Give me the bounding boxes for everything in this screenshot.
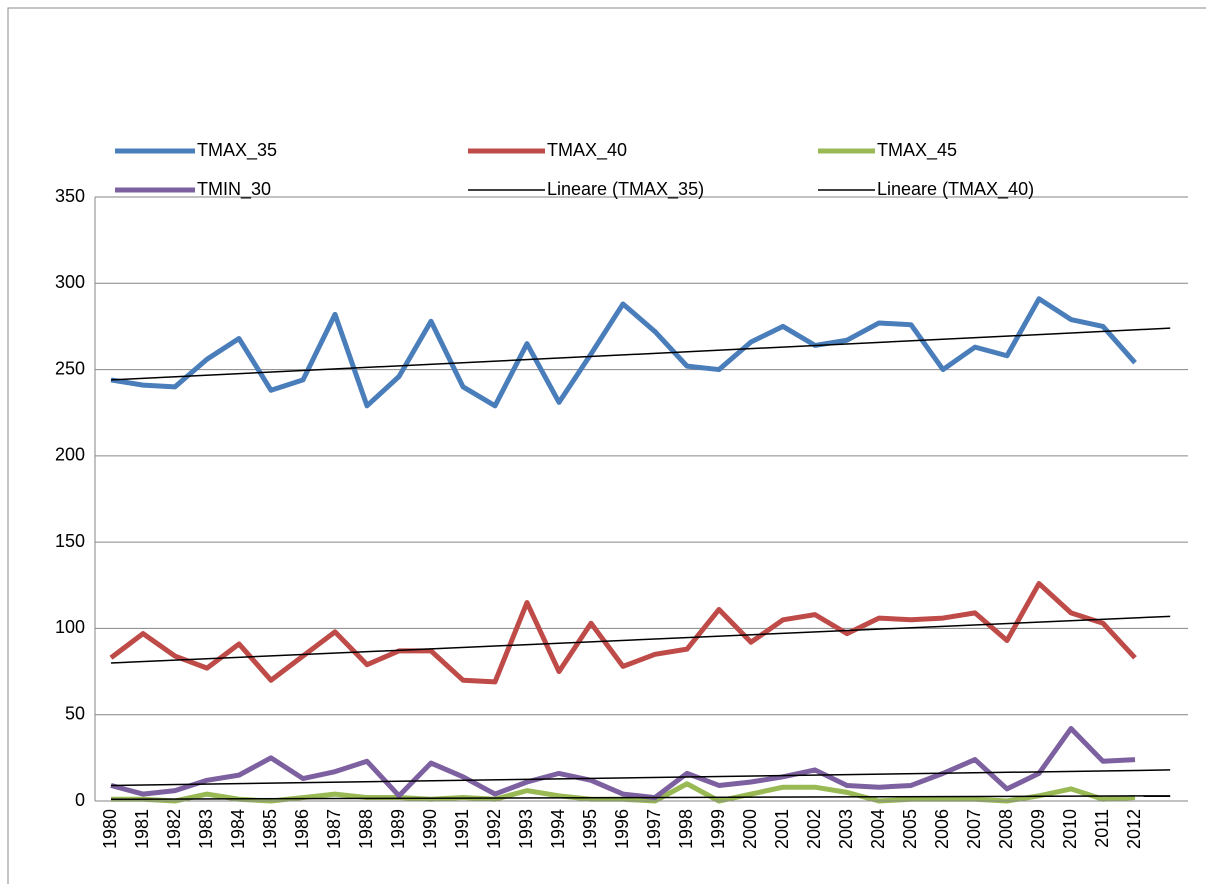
y-tick-label: 0: [75, 790, 85, 810]
x-tick-label: 1999: [708, 809, 728, 849]
legend-label: TMIN_30: [197, 179, 271, 200]
legend-label: TMAX_40: [547, 140, 627, 161]
x-tick-label: 1984: [228, 809, 248, 849]
x-tick-label: 1990: [420, 809, 440, 849]
data-line: [111, 781, 1136, 804]
x-tick-label: 2003: [836, 809, 856, 849]
x-tick-label: 1995: [580, 809, 600, 849]
y-tick-label: 250: [55, 358, 85, 378]
x-tick-label: 1980: [100, 809, 120, 849]
x-tick-label: 1981: [132, 809, 152, 849]
x-tick-label: 2007: [964, 809, 984, 849]
legend-label: Lineare (TMAX_40): [877, 179, 1034, 200]
x-tick-label: 2004: [868, 809, 888, 849]
legend-label: TMAX_45: [877, 140, 957, 161]
x-tick-label: 1993: [516, 809, 536, 849]
y-tick-label: 200: [55, 445, 85, 465]
y-tick-label: 350: [55, 186, 85, 206]
data-line: [109, 581, 1137, 685]
y-tick-label: 150: [55, 531, 85, 551]
x-tick-label: 1998: [676, 809, 696, 849]
x-tick-label: 1997: [644, 809, 664, 849]
x-tick-label: 1987: [324, 809, 344, 849]
legend-label: TMAX_35: [197, 140, 277, 161]
x-tick-label: 1982: [164, 809, 184, 849]
legend-label: Lineare (TMAX_35): [547, 179, 704, 200]
data-line: [110, 726, 1136, 801]
chart-frame: [7, 7, 1206, 889]
x-tick-label: 2005: [900, 809, 920, 849]
y-tick-label: 300: [55, 272, 85, 292]
x-tick-label: 2002: [804, 809, 824, 849]
x-tick-label: 1985: [260, 809, 280, 849]
x-tick-label: 1994: [548, 809, 568, 849]
x-tick-label: 2012: [1124, 809, 1144, 849]
trend-line: [110, 327, 1171, 381]
x-tick-label: 1988: [356, 809, 376, 849]
x-tick-label: 2001: [772, 809, 792, 849]
x-tick-label: 1983: [196, 809, 216, 849]
trend-line: [110, 615, 1171, 664]
x-tick-label: 1992: [484, 809, 504, 849]
x-tick-label: 1989: [388, 809, 408, 849]
trend-line: [110, 795, 1171, 801]
x-tick-label: 1996: [612, 809, 632, 849]
x-tick-label: 2010: [1060, 809, 1080, 849]
y-tick-label: 50: [65, 703, 85, 723]
x-tick-label: 2011: [1092, 809, 1112, 848]
x-tick-label: 2006: [932, 809, 952, 849]
x-tick-label: 2009: [1028, 809, 1048, 849]
x-tick-label: 2000: [740, 809, 760, 849]
x-tick-label: 1991: [452, 809, 472, 849]
x-tick-label: 1986: [292, 809, 312, 849]
x-tick-label: 2008: [996, 809, 1016, 849]
data-line: [110, 296, 1137, 409]
trend-line: [110, 769, 1171, 787]
y-tick-label: 100: [55, 617, 85, 637]
